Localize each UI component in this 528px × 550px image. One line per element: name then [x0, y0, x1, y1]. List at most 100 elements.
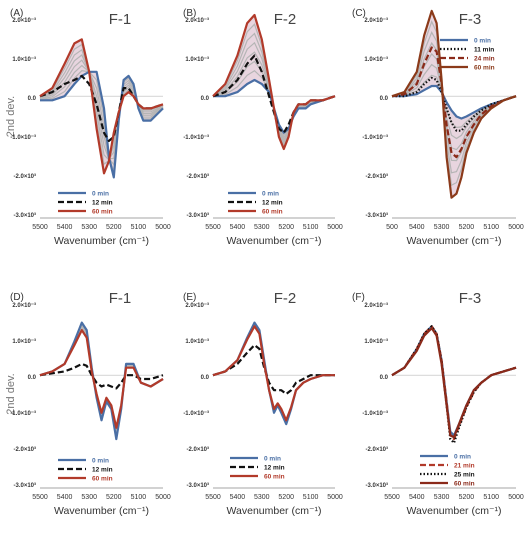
series-line [212, 13, 336, 151]
y-tick-label: -2.0×10³ [186, 446, 209, 453]
spectra-envelope [392, 326, 516, 438]
legend-label: 0 min [92, 458, 109, 465]
legend-label: 0 min [264, 456, 281, 463]
chart-panel: (E) F-2 2.0×10⁻³ 1.0×10⁻³ 0.0 -1.0×10⁻³ -2.0×1… [183, 290, 343, 517]
y-tick-label: -2.0×10³ [365, 446, 388, 453]
series-line [39, 38, 164, 175]
legend-label: 60 min [454, 481, 475, 488]
y-tick-label: -1.0×10⁻³ [362, 134, 388, 141]
series-line [39, 329, 164, 429]
y-tick-label: 2.0×10⁻³ [364, 17, 388, 24]
series-line [391, 325, 517, 444]
legend: 0 min 21 min 25 min 60 min [420, 454, 475, 488]
legend: 0 min 12 min 60 min [58, 191, 113, 216]
intermediate-spectrum [391, 326, 517, 438]
legend-label: 24 min [474, 56, 495, 63]
x-tick-label: 5200 [459, 494, 475, 501]
y-tick-label: -2.0×10³ [13, 173, 36, 180]
y-tick-label: 0.0 [380, 375, 389, 381]
legend: 0 min 11 min 24 min 60 min [440, 38, 495, 72]
x-tick-label: 5300 [254, 224, 270, 231]
x-tick-label: 5000 [327, 494, 343, 501]
x-tick-label: 5000 [508, 494, 524, 501]
legend: 0 min 12 min 60 min [58, 458, 113, 483]
x-axis-label: Wavenumber (cm⁻¹) [227, 505, 322, 517]
y-tick-label: 0.0 [28, 96, 37, 102]
series-line [39, 362, 164, 390]
legend-label: 60 min [262, 209, 283, 216]
x-tick-label: 5400 [409, 494, 425, 501]
y-tick-label: 2.0×10⁻³ [12, 17, 36, 24]
y-tick-label: 0.0 [380, 96, 389, 102]
x-tick-label: 5500 [205, 494, 221, 501]
x-axis-label: Wavenumber (cm⁻¹) [54, 505, 149, 517]
intermediate-spectrum [391, 326, 517, 438]
panel-title: F-1 [109, 290, 132, 307]
y-tick-label: -1.0×10⁻³ [10, 410, 36, 417]
x-axis-label: Wavenumber (cm⁻¹) [407, 505, 502, 517]
series-line [391, 46, 517, 159]
panel-label: (B) [183, 8, 196, 19]
x-tick-label: 5300 [434, 494, 450, 501]
legend-label: 0 min [454, 454, 471, 461]
y-tick-label: -3.0×10³ [186, 212, 209, 219]
y-tick-label: 0.0 [201, 375, 210, 381]
y-tick-label: -1.0×10⁻³ [10, 134, 36, 141]
x-tick-label: 5200 [106, 224, 122, 231]
panel-title: F-3 [459, 11, 482, 28]
y-tick-label: -3.0×10³ [365, 482, 388, 489]
x-tick-label: 5500 [32, 494, 48, 501]
x-axis-label: Wavenumber (cm⁻¹) [54, 235, 149, 247]
y-tick-label: -1.0×10⁻³ [362, 410, 388, 417]
y-tick-label: -2.0×10³ [13, 446, 36, 453]
legend-label: 60 min [92, 476, 113, 483]
spectra-envelope [213, 15, 335, 149]
y-axis-label: 2nd dev. [5, 373, 17, 414]
y-tick-label: 2.0×10⁻³ [185, 17, 209, 24]
legend-label: 12 min [262, 200, 283, 207]
y-tick-label: -3.0×10³ [13, 482, 36, 489]
x-tick-label: 5000 [155, 224, 171, 231]
x-tick-label: 5100 [483, 224, 499, 231]
panel-title: F-2 [274, 11, 297, 28]
legend-label: 0 min [262, 191, 279, 198]
y-tick-label: -3.0×10³ [365, 212, 388, 219]
legend-label: 60 min [264, 474, 285, 481]
series-line [392, 84, 517, 120]
panel-label: (A) [10, 8, 23, 19]
y-tick-label: -1.0×10⁻³ [183, 410, 209, 417]
y-tick-label: -3.0×10³ [186, 482, 209, 489]
legend-label: 0 min [474, 38, 491, 45]
panel-label: (C) [352, 8, 366, 19]
chart-panel: (D) F-1 2nd dev. 2.0×10⁻³ 1.0×10⁻³ 0.0 -1.0×10… [5, 290, 171, 517]
x-tick-label: 5000 [155, 494, 171, 501]
y-tick-label: -2.0×10³ [186, 173, 209, 180]
y-tick-label: 1.0×10⁻³ [364, 56, 388, 63]
series-line [391, 327, 517, 439]
y-tick-label: 2.0×10⁻³ [364, 302, 388, 309]
y-axis-label: 2nd dev. [5, 96, 17, 137]
chart-panel: (C) F-3 2.0×10⁻³ 1.0×10⁻³ 0.0 -1.0×10⁻³ -2.0×1… [352, 8, 524, 247]
x-tick-label: 5500 [205, 224, 221, 231]
x-tick-label: 5200 [459, 224, 475, 231]
x-tick-label: 5300 [434, 224, 450, 231]
y-tick-label: 0.0 [28, 375, 37, 381]
x-tick-label: 5000 [327, 224, 343, 231]
x-tick-label: 5200 [278, 224, 294, 231]
x-tick-label: 5100 [483, 494, 499, 501]
y-tick-label: 1.0×10⁻³ [12, 338, 36, 345]
y-tick-label: 2.0×10⁻³ [12, 302, 36, 309]
x-tick-label: 5300 [81, 494, 97, 501]
intermediate-spectrum [391, 325, 517, 437]
series-line [391, 325, 517, 441]
chart-panel: (F) F-3 2.0×10⁻³ 1.0×10⁻³ 0.0 -1.0×10⁻³ -2.0×1… [352, 290, 524, 517]
y-tick-label: -3.0×10³ [13, 212, 36, 219]
x-tick-label: 5500 [384, 494, 400, 501]
legend-label: 60 min [474, 65, 495, 72]
series-line [213, 78, 336, 134]
series-line [391, 9, 517, 199]
series-line [39, 321, 164, 441]
y-tick-label: 1.0×10⁻³ [12, 56, 36, 63]
x-tick-label: 5100 [131, 494, 147, 501]
